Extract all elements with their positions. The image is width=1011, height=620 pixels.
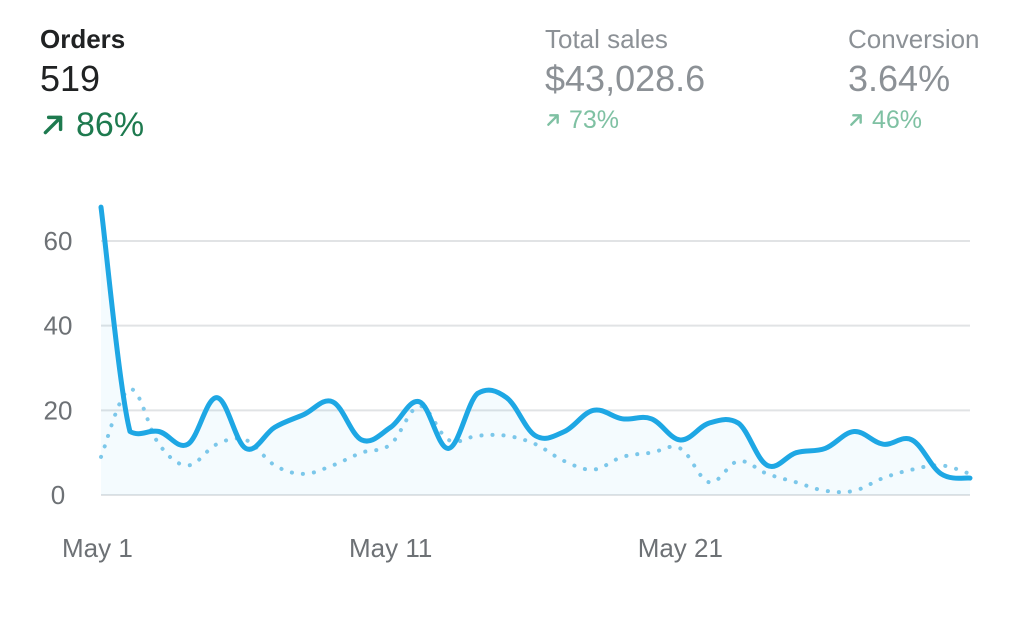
y-tick-label-60: 60 xyxy=(44,226,73,256)
primary-point-17[interactable] xyxy=(561,429,567,435)
comparison-point-30[interactable] xyxy=(938,462,944,468)
series-layer xyxy=(98,204,973,495)
comparison-point-6[interactable] xyxy=(243,437,249,443)
primary-point-31[interactable] xyxy=(967,475,973,481)
primary-point-30[interactable] xyxy=(938,471,944,477)
primary-point-24[interactable] xyxy=(764,462,770,468)
primary-point-19[interactable] xyxy=(619,416,625,422)
primary-point-27[interactable] xyxy=(851,429,857,435)
metric-conversion-label: Conversion xyxy=(848,24,980,54)
metrics-bar: Orders 519 86% Total sales $43,028.6 73%… xyxy=(0,0,1011,150)
x-tick-label: May 11 xyxy=(349,533,432,563)
primary-point-5[interactable] xyxy=(214,395,220,401)
x-tick-label: May 1 xyxy=(62,533,133,563)
metric-conversion[interactable]: Conversion 3.64% 46% xyxy=(848,22,980,136)
primary-point-25[interactable] xyxy=(793,450,799,456)
primary-point-4[interactable] xyxy=(185,441,191,447)
primary-point-16[interactable] xyxy=(533,433,539,439)
comparison-series-line[interactable] xyxy=(99,387,972,495)
primary-point-28[interactable] xyxy=(880,441,886,447)
primary-point-13[interactable] xyxy=(446,445,452,451)
arrow-up-right-icon xyxy=(850,114,862,126)
primary-point-1[interactable] xyxy=(98,204,104,210)
primary-point-10[interactable] xyxy=(359,437,365,443)
primary-point-15[interactable] xyxy=(504,395,510,401)
metric-total-sales-change: 73% xyxy=(545,104,705,136)
primary-point-11[interactable] xyxy=(388,424,394,430)
arrow-up-right-icon xyxy=(43,115,63,135)
metric-orders[interactable]: Orders 519 86% xyxy=(40,22,144,146)
primary-point-18[interactable] xyxy=(590,407,596,413)
metric-total-sales[interactable]: Total sales $43,028.6 73% xyxy=(545,22,705,136)
arrow-up-right-icon xyxy=(547,114,559,126)
primary-point-3[interactable] xyxy=(156,429,162,435)
primary-point-2[interactable] xyxy=(127,429,133,435)
x-tick-label: May 21 xyxy=(638,533,723,563)
primary-series-area xyxy=(101,207,970,495)
primary-point-7[interactable] xyxy=(272,424,278,430)
metric-total-sales-change-value: 73% xyxy=(569,106,620,134)
metric-total-sales-value: $43,028.6 xyxy=(545,58,706,99)
metric-conversion-change-value: 46% xyxy=(872,106,923,134)
y-tick-label-40: 40 xyxy=(44,311,73,341)
primary-point-23[interactable] xyxy=(735,420,741,426)
primary-point-9[interactable] xyxy=(330,399,336,405)
metric-orders-label: Orders xyxy=(40,24,126,54)
metric-conversion-change: 46% xyxy=(848,104,980,136)
primary-point-20[interactable] xyxy=(648,416,654,422)
primary-point-22[interactable] xyxy=(706,420,712,426)
primary-point-6[interactable] xyxy=(243,445,249,451)
metric-total-sales-label: Total sales xyxy=(545,24,668,54)
y-tick-label-20: 20 xyxy=(44,395,73,425)
metric-orders-value: 519 xyxy=(40,58,101,99)
y-axis-ticks: 0 20 40 60 xyxy=(44,226,73,510)
metric-orders-change-value: 86% xyxy=(76,106,145,144)
primary-point-8[interactable] xyxy=(301,412,307,418)
comparison-point-13[interactable] xyxy=(446,437,452,443)
primary-point-29[interactable] xyxy=(909,437,915,443)
metric-conversion-value: 3.64% xyxy=(848,58,951,99)
x-axis-ticks: May 1 May 11 May 21 xyxy=(62,533,723,563)
primary-point-14[interactable] xyxy=(475,390,481,396)
primary-point-21[interactable] xyxy=(677,437,683,443)
metric-orders-change: 86% xyxy=(40,104,144,146)
primary-point-26[interactable] xyxy=(822,445,828,451)
y-tick-label-0: 0 xyxy=(51,480,65,510)
primary-series-line[interactable] xyxy=(98,204,973,481)
comparison-point-2[interactable] xyxy=(127,386,133,392)
orders-line-chart[interactable]: 0 20 40 60 May 1 May 11 May 21 xyxy=(0,150,1011,600)
gridlines xyxy=(101,240,970,496)
primary-point-12[interactable] xyxy=(417,399,423,405)
